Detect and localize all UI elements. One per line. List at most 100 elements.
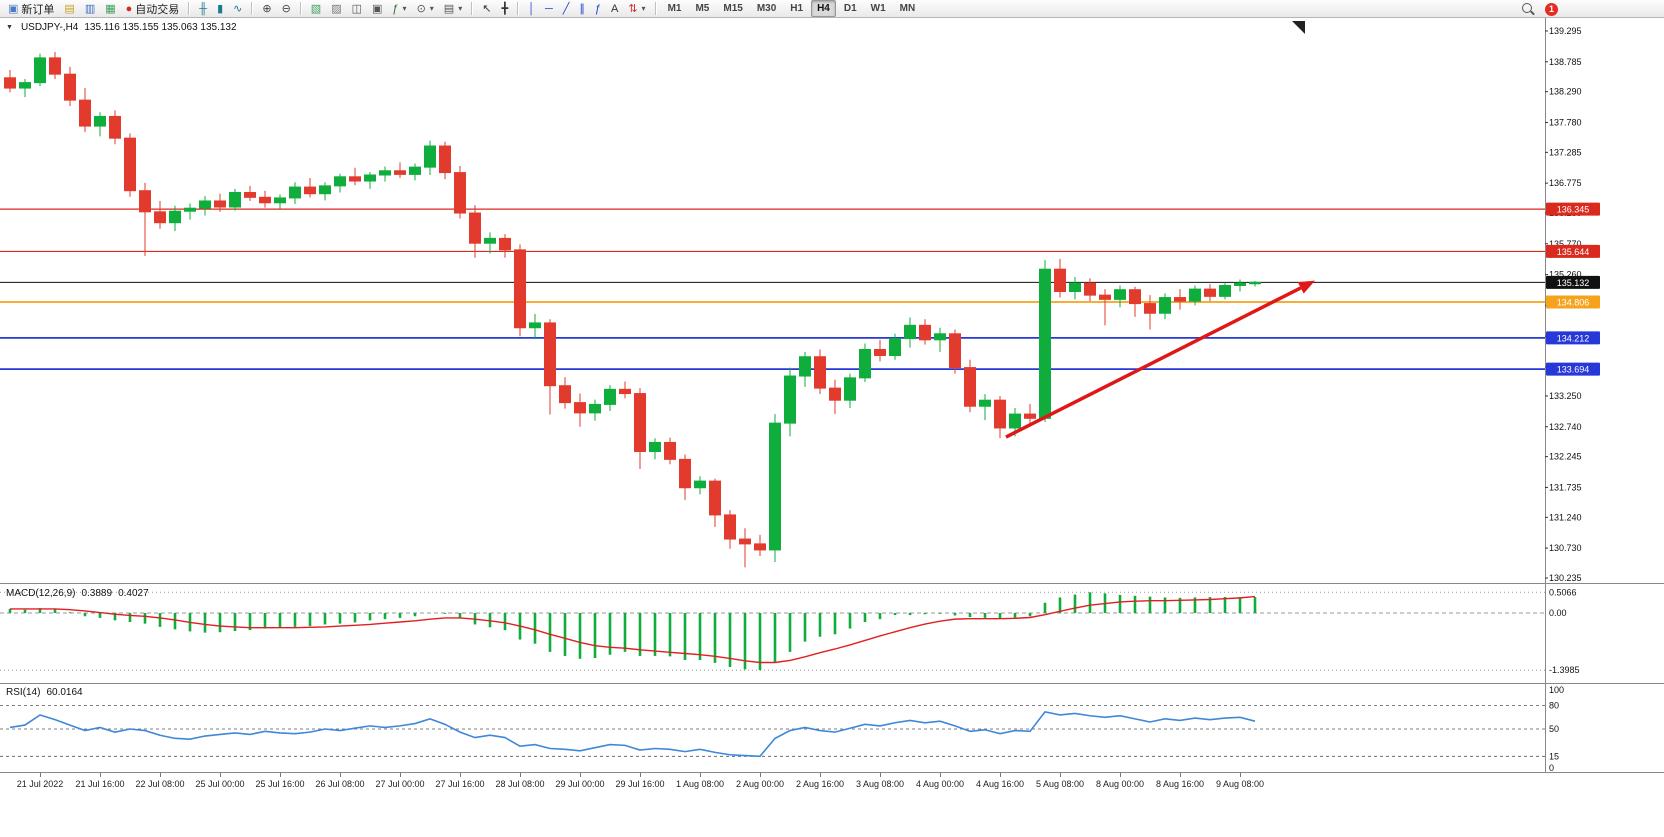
new-order-button[interactable]: ▣ 新订单 xyxy=(3,0,59,18)
cursor-button[interactable]: ↖ xyxy=(477,0,496,18)
price-tick-label: 137.285 xyxy=(1549,147,1582,157)
candle xyxy=(1174,289,1186,310)
time-tick xyxy=(700,773,701,777)
collapse-chart-icon[interactable]: ▼ xyxy=(6,24,13,31)
time-tick xyxy=(40,773,41,777)
crosshair-button[interactable]: ╋ xyxy=(496,0,513,18)
time-tick xyxy=(280,773,281,777)
candle xyxy=(694,476,706,495)
candle xyxy=(304,178,316,198)
cascade-windows-icon: ▣ xyxy=(372,2,383,15)
timeframe-m1-button[interactable]: M1 xyxy=(667,3,682,14)
profiles-button[interactable]: ▨ xyxy=(326,0,346,18)
price-chart-canvas[interactable]: 139.295 138.785 138.290 137.780 137.285 136.7… xyxy=(0,18,1664,583)
new-order-button-label: 新订单 xyxy=(21,3,55,16)
price-tick-label: 135.770 xyxy=(1549,239,1582,249)
price-badge xyxy=(1546,295,1600,309)
candlesticks xyxy=(4,51,1261,568)
zoom-in-icon: ⊕ xyxy=(262,2,272,15)
price-badge-label: 135.644 xyxy=(1557,247,1590,257)
macd-label: MACD(12,26,9) 0.3889 0.4027 xyxy=(6,588,149,599)
toolbar-separator xyxy=(251,2,254,15)
time-tick xyxy=(1000,773,1001,777)
search-button[interactable] xyxy=(1521,2,1535,16)
candle xyxy=(169,205,181,232)
timeframe-m15-button[interactable]: M15 xyxy=(723,3,743,14)
time-tick xyxy=(400,773,401,777)
time-tick xyxy=(1180,773,1181,777)
trend-arrow-object[interactable] xyxy=(1005,280,1315,439)
timeframe-w1-button[interactable]: W1 xyxy=(870,3,886,14)
candle xyxy=(859,343,871,383)
time-label: 2 Aug 16:00 xyxy=(795,779,845,789)
price-badges: 136.345 135.644 135.132 134.806 134.212 133.6… xyxy=(1546,202,1600,376)
horizontal-line-icon: ─ xyxy=(544,2,553,15)
trendline-button[interactable]: ╱ xyxy=(558,0,575,18)
vertical-line-button[interactable]: │ xyxy=(523,0,540,18)
zoom-in-button[interactable]: ⊕ xyxy=(257,0,276,18)
horizontal-line-button[interactable]: ─ xyxy=(540,0,558,18)
price-badge xyxy=(1546,362,1600,376)
toolbar-separator xyxy=(517,2,520,15)
zoom-out-button[interactable]: ⊖ xyxy=(277,0,296,18)
timeframe-mn-button[interactable]: MN xyxy=(899,3,916,14)
time-tick xyxy=(100,773,101,777)
candle xyxy=(1054,258,1066,298)
timeframe-h4-button[interactable]: H4 xyxy=(811,0,836,17)
time-label: 29 Jul 00:00 xyxy=(555,779,605,789)
time-axis[interactable]: 21 Jul 2022 21 Jul 16:00 22 Jul 08:00 25 Ju… xyxy=(0,772,1664,794)
text-button[interactable]: A xyxy=(606,0,623,18)
price-badge-label: 135.132 xyxy=(1557,278,1590,288)
candle xyxy=(709,478,721,527)
time-label: 25 Jul 16:00 xyxy=(255,779,305,789)
candle xyxy=(244,185,256,201)
timeframe-m30-button[interactable]: M30 xyxy=(756,3,777,14)
notification-badge[interactable]: 1 xyxy=(1545,2,1558,16)
candle xyxy=(994,395,1006,439)
channel-button[interactable]: ∥ xyxy=(574,0,590,18)
new-chart-button[interactable]: ▧ xyxy=(306,0,326,18)
time-label: 29 Jul 16:00 xyxy=(615,779,665,789)
templates-button[interactable]: ▤ ▾ xyxy=(439,0,467,18)
ohlc-bars-button[interactable]: ╫ xyxy=(194,0,212,18)
indicators-icon: ƒ xyxy=(392,2,399,15)
charts-grid-button[interactable]: ▤ xyxy=(59,0,79,18)
time-tick xyxy=(340,773,341,777)
timeframe-d1-button[interactable]: D1 xyxy=(843,3,857,14)
toolbar-separator xyxy=(299,2,302,15)
time-tick xyxy=(520,773,521,777)
candle xyxy=(1024,403,1036,427)
candle xyxy=(1039,260,1051,422)
tile-windows-icon: ◫ xyxy=(351,2,363,15)
candle xyxy=(784,367,796,437)
candlestick-button[interactable]: ▮ xyxy=(212,0,228,18)
indicators-button[interactable]: ƒ ▾ xyxy=(387,0,411,18)
macd-panel-canvas[interactable]: 0.5066 0.00 -1.3985 xyxy=(0,583,1664,683)
time-label: 2 Aug 00:00 xyxy=(735,779,785,789)
periods-button[interactable]: ⊙ ▾ xyxy=(412,0,439,18)
time-label: 27 Jul 00:00 xyxy=(375,779,425,789)
rsi-panel-canvas[interactable]: 100 80 50 15 0 xyxy=(0,683,1664,772)
arrows-button[interactable]: ⇅ ▾ xyxy=(623,0,650,18)
macd-value: 0.3889 xyxy=(81,588,113,599)
macd-tick-label: -1.3985 xyxy=(1549,665,1580,675)
candle xyxy=(349,167,361,186)
auto-trading-icon: ● xyxy=(125,2,133,15)
candle xyxy=(814,349,826,395)
auto-trading-button[interactable]: ● 自动交易 xyxy=(121,0,185,18)
timeframe-m5-button[interactable]: M5 xyxy=(695,3,710,14)
market-watch-button[interactable]: ▥ xyxy=(80,0,100,18)
line-chart-button[interactable]: ∿ xyxy=(228,0,247,18)
new-order-icon: ▣ xyxy=(8,2,19,15)
candle xyxy=(64,66,76,107)
candle xyxy=(1084,278,1096,302)
tile-windows-button[interactable]: ◫ xyxy=(347,0,367,18)
trendline-icon: ╱ xyxy=(562,2,570,15)
data-window-icon: ▦ xyxy=(105,2,116,15)
data-window-button[interactable]: ▦ xyxy=(100,0,120,18)
cascade-windows-button[interactable]: ▣ xyxy=(367,0,387,18)
candle xyxy=(919,319,931,345)
chart-shift-marker-icon[interactable] xyxy=(1292,21,1305,34)
timeframe-h1-button[interactable]: H1 xyxy=(790,3,804,14)
fibonacci-button[interactable]: ƒ xyxy=(590,0,606,18)
